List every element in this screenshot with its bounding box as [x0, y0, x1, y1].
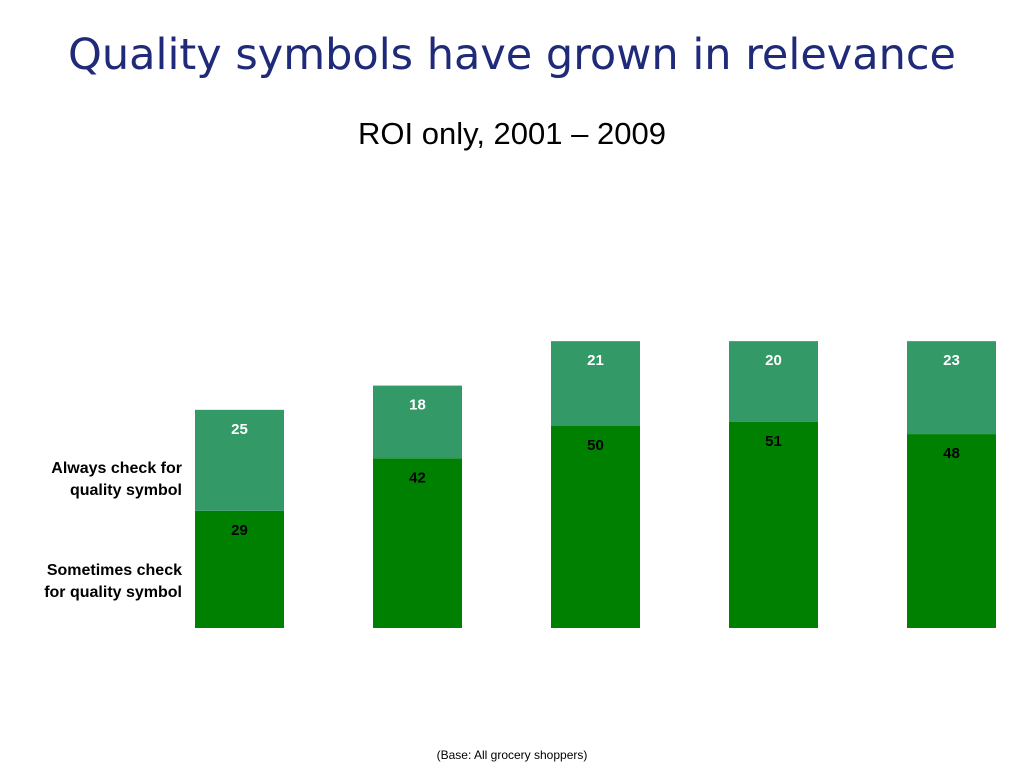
bar-always-2 — [373, 385, 462, 459]
bar-sometimes-3 — [551, 426, 640, 628]
base-footnote: (Base: All grocery shoppers) — [436, 748, 588, 762]
bar-sometimes-5 — [907, 434, 996, 628]
label-sometimes-3: 50 — [587, 437, 604, 454]
legend-always-line-1: Always check for — [51, 460, 182, 477]
label-always-1: 25 — [231, 421, 248, 438]
legend-sometimes-line-1: Sometimes check — [46, 562, 182, 579]
legend-always-label: Always check for quality symbol — [2, 458, 182, 502]
label-always-4: 20 — [765, 352, 782, 369]
bar-always-3 — [551, 341, 640, 426]
label-sometimes-4: 51 — [765, 433, 782, 450]
legend-always-line-2: quality symbol — [69, 482, 182, 499]
label-sometimes-5: 48 — [943, 445, 960, 462]
legend-sometimes-line-2: for quality symbol — [44, 584, 182, 601]
label-sometimes-2: 42 — [409, 469, 426, 486]
label-always-5: 23 — [943, 352, 960, 369]
bar-always-4 — [729, 341, 818, 422]
bar-always-5 — [907, 341, 996, 435]
label-always-2: 18 — [409, 397, 426, 414]
bar-sometimes-1 — [195, 510, 284, 628]
slide-subtitle: ROI only, 2001 – 2009 — [358, 116, 666, 151]
legend-sometimes-label: Sometimes check for quality symbol — [2, 560, 182, 604]
label-always-3: 21 — [587, 352, 604, 369]
slide-title: Quality symbols have grown in relevance — [68, 30, 956, 80]
bar-sometimes-2 — [373, 458, 462, 628]
bar-always-1 — [195, 409, 284, 511]
label-sometimes-1: 29 — [231, 522, 248, 539]
bar-sometimes-4 — [729, 421, 818, 628]
